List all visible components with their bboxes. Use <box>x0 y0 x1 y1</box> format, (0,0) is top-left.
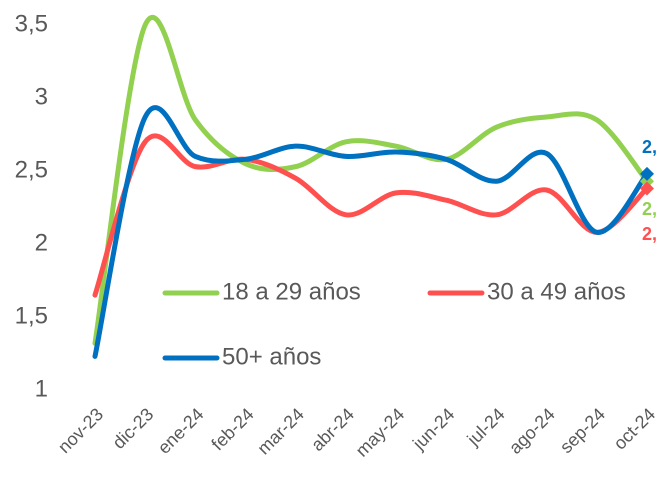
data-label: 2, <box>642 224 657 244</box>
x-tick-label: dic-23 <box>109 404 158 453</box>
data-label: 2, <box>642 199 657 219</box>
x-tick-label: sep-24 <box>556 404 609 457</box>
x-tick-label: jun-24 <box>408 404 458 454</box>
y-tick-label: 2 <box>35 229 48 256</box>
end-marker <box>640 181 654 196</box>
y-tick-label: 3 <box>35 83 48 110</box>
x-tick-label: oct-24 <box>610 404 660 454</box>
legend-label: 30 a 49 años <box>487 278 626 305</box>
x-tick-label: mar-24 <box>253 404 307 458</box>
series-line <box>92 14 650 346</box>
data-label: 2, <box>642 137 657 157</box>
end-marker <box>640 174 654 189</box>
x-tick-label: ene-24 <box>154 404 208 458</box>
x-tick-label: abr-24 <box>307 404 358 455</box>
x-tick-label: may-24 <box>352 404 409 461</box>
legend-label: 18 a 29 años <box>222 278 361 305</box>
x-tick-label: jul-24 <box>463 404 509 450</box>
end-marker <box>640 166 654 181</box>
y-tick-label: 1 <box>35 375 48 402</box>
series-line <box>92 133 650 298</box>
x-tick-label: ago-24 <box>505 404 559 458</box>
series-line <box>92 105 650 359</box>
x-tick-label: feb-24 <box>207 404 257 454</box>
legend-label: 50+ años <box>222 343 321 370</box>
y-tick-label: 2,5 <box>15 156 48 183</box>
x-tick-label: nov-23 <box>54 404 107 457</box>
y-tick-label: 1,5 <box>15 302 48 329</box>
y-tick-label: 3,5 <box>15 10 48 37</box>
